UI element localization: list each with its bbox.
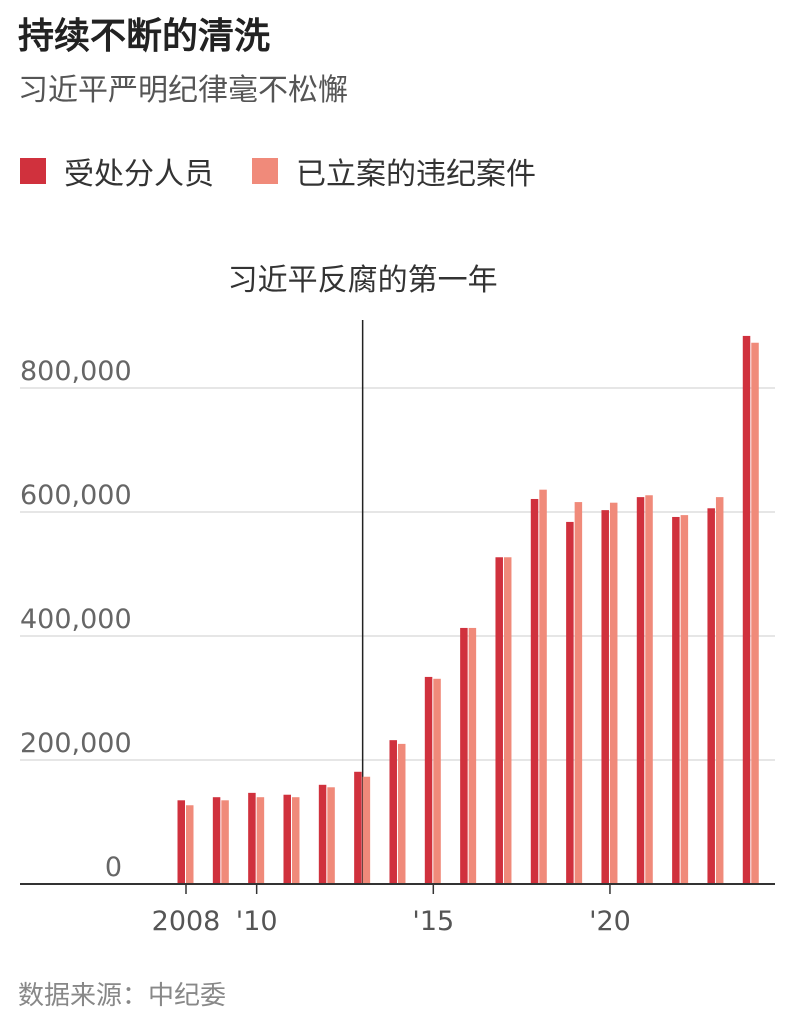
- bar: [672, 516, 680, 884]
- bar: [177, 800, 185, 884]
- x-tick-label: '10: [236, 906, 278, 937]
- bar: [397, 743, 406, 884]
- bar: [495, 557, 503, 884]
- bar: [291, 797, 300, 884]
- x-tick-label: '15: [412, 906, 454, 937]
- bar: [539, 489, 547, 884]
- bar: [574, 502, 583, 884]
- source: 数据来源：中纪委: [18, 981, 226, 1011]
- annotation: 习近平反腐的第一年: [228, 263, 498, 298]
- bar: [248, 792, 256, 884]
- bar: [742, 335, 751, 884]
- bar: [468, 627, 477, 884]
- bar: [212, 797, 221, 884]
- legend-swatch: [20, 158, 46, 184]
- x-tick-label: 2008: [152, 906, 221, 937]
- bar: [636, 497, 645, 884]
- y-tick-label: 400,000: [20, 604, 132, 635]
- legend-label: 已立案的违纪案件: [296, 157, 536, 192]
- bar: [221, 800, 229, 884]
- bar: [566, 521, 574, 884]
- bar: [460, 627, 468, 884]
- bar: [715, 497, 724, 884]
- bar: [433, 678, 441, 884]
- bar: [389, 740, 397, 884]
- y-tick-label: 0: [105, 852, 122, 883]
- chart-title: 持续不断的清洗: [18, 16, 270, 57]
- bar: [327, 787, 335, 884]
- bar: [283, 794, 291, 884]
- bar: [680, 515, 689, 884]
- bar: [645, 495, 653, 884]
- legend-label: 受处分人员: [64, 157, 214, 192]
- bar: [707, 508, 715, 884]
- bar: [503, 557, 512, 884]
- bar: [362, 776, 371, 884]
- bar: [354, 771, 362, 884]
- bar: [256, 797, 265, 884]
- y-tick-label: 200,000: [20, 728, 132, 759]
- bar: [424, 676, 433, 884]
- y-tick-label: 600,000: [20, 480, 132, 511]
- bar: [318, 784, 327, 884]
- bar: [530, 498, 539, 884]
- bar: [609, 502, 618, 884]
- y-tick-label: 800,000: [20, 356, 132, 387]
- chart-subtitle: 习近平严明纪律毫不松懈: [18, 73, 348, 108]
- bar: [601, 510, 609, 884]
- bar: [186, 805, 194, 884]
- bar: [751, 342, 759, 884]
- legend-swatch: [252, 158, 278, 184]
- x-tick-label: '20: [589, 906, 631, 937]
